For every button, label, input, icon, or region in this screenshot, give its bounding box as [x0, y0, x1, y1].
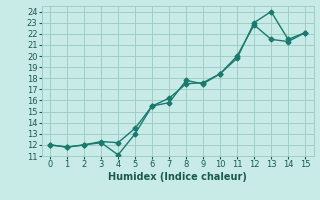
X-axis label: Humidex (Indice chaleur): Humidex (Indice chaleur): [108, 172, 247, 182]
